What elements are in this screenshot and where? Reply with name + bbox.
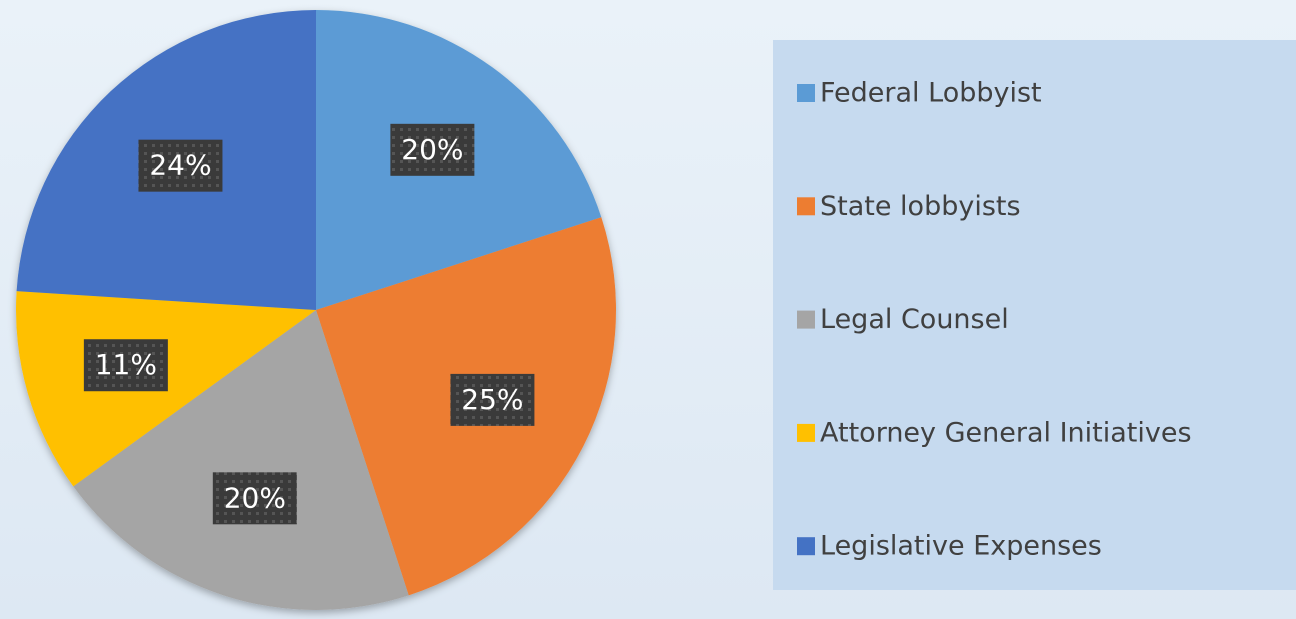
data-label-box	[83, 339, 168, 392]
data-label: 11%	[95, 348, 157, 381]
data-label-box	[450, 373, 535, 426]
legend-label: Legal Counsel	[820, 304, 1009, 335]
data-label: 20%	[224, 481, 286, 514]
data-label: 25%	[461, 383, 523, 416]
data-label: 24%	[149, 149, 211, 182]
legend-swatch	[797, 84, 815, 102]
legend-swatch	[797, 537, 815, 556]
data-label-box	[212, 472, 297, 525]
legend-swatch	[797, 197, 815, 216]
pie	[16, 10, 616, 610]
legend-label: Legislative Expenses	[820, 531, 1102, 562]
data-label: 20%	[401, 133, 463, 166]
data-label-box	[390, 123, 475, 176]
legend-box	[773, 40, 1296, 590]
legend-label: State lobbyists	[820, 191, 1021, 222]
legend-label: Attorney General Initiatives	[820, 417, 1192, 448]
legend-swatch	[797, 423, 815, 442]
legend-swatch	[797, 310, 815, 329]
legend-label: Federal Lobbyist	[820, 78, 1042, 109]
data-label-box	[138, 139, 223, 192]
pie-slice	[73, 310, 409, 610]
